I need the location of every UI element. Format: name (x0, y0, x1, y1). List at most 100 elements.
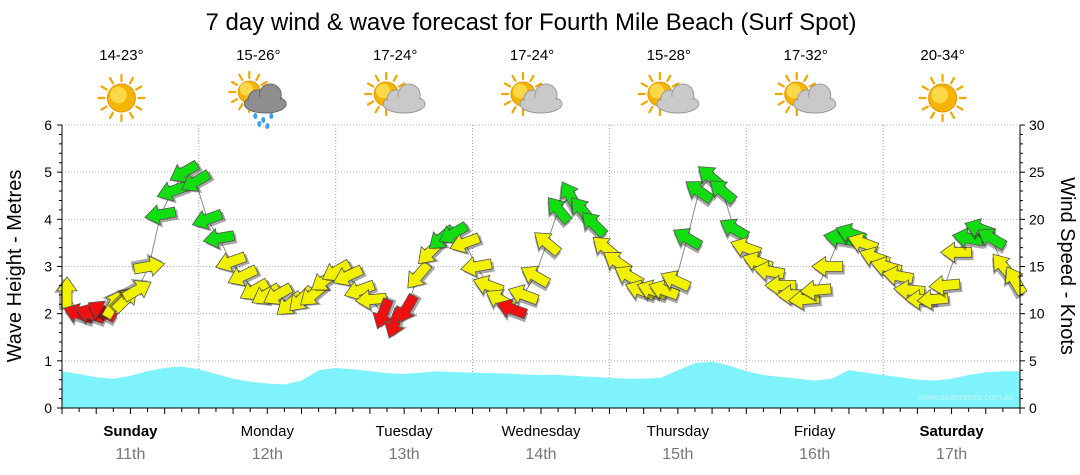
sun-ray (929, 111, 936, 120)
temperature-range: 20-34° (920, 47, 964, 64)
sun-ray (503, 82, 512, 88)
wind-arrow-shape (977, 228, 1008, 251)
sun-ray (921, 105, 929, 111)
wind-arrow (354, 288, 389, 313)
sun-ray (534, 82, 543, 88)
wind-arrow (332, 264, 367, 288)
y-tick-label-right: 20 (1029, 211, 1045, 227)
wind-arrow-shape (916, 288, 949, 311)
y-tick-label-left: 3 (44, 259, 52, 275)
wind-arrow-shape (407, 260, 433, 289)
sun-ray (135, 85, 143, 91)
y-axis-label-left: Wave Height - Metres (4, 170, 26, 363)
sun-ray (529, 74, 535, 83)
sun-ray (398, 82, 406, 88)
sun-ray (230, 80, 239, 87)
y-tick-label-right: 5 (1029, 353, 1037, 369)
wind-arrow-shape (881, 265, 915, 287)
rain-drop (261, 117, 266, 123)
wind-arrow-shape (332, 264, 365, 287)
y-tick-label-right: 0 (1029, 400, 1037, 416)
sun-ray (392, 74, 398, 83)
axes: 0 1 2 3 4 5 6 0 5 10 15 20 25 30 (44, 117, 1045, 416)
weather-row: 14-23° 15-26° 17-24° 17-24° 15-28° 17-32° 20-3… (97, 47, 967, 129)
rain-icon (228, 70, 287, 129)
wind-arrow (977, 228, 1008, 254)
sun-ray (100, 85, 108, 91)
date-label: 17th (936, 446, 967, 463)
sun-ray (366, 82, 375, 88)
wind-arrow (496, 298, 529, 323)
sun-ray (803, 74, 809, 83)
sun-ray (108, 111, 115, 120)
wind-arrow-shape (251, 282, 283, 305)
day-label: Saturday (919, 423, 984, 440)
wind-arrow-shape (730, 236, 763, 258)
wind-arrows (54, 159, 1028, 339)
sun-ray (374, 105, 380, 114)
y-tick-label-right: 10 (1029, 306, 1045, 322)
sun-ray (135, 105, 143, 111)
temperature-range: 17-32° (784, 47, 828, 64)
weather-day: 17-24° (364, 47, 426, 117)
wind-arrow (130, 253, 166, 277)
wind-arrow-shape (928, 274, 961, 297)
date-label: 16th (799, 446, 830, 463)
wind-arrow-shape (520, 265, 552, 289)
partly-cloudy-icon (637, 71, 700, 117)
sun-ray (929, 76, 936, 85)
temperature-range: 14-23° (99, 47, 143, 64)
sun-ray (671, 82, 680, 88)
sun-ray (949, 111, 956, 120)
y-tick-label-right: 15 (1029, 259, 1045, 275)
sun-ray (108, 76, 115, 85)
day-labels: Sunday 11th Monday 12th Tuesday 13th Wednesday… (103, 423, 984, 463)
y-tick-label-left: 4 (44, 211, 52, 227)
sun-ray (648, 74, 654, 83)
y-tick-label-left: 1 (44, 353, 52, 369)
sun-ray (238, 73, 244, 81)
credit-watermark: www.seabreeze.com.au (917, 392, 1014, 402)
sunny-icon (97, 73, 146, 123)
wind-arrow (928, 274, 963, 299)
wind-arrow (74, 303, 108, 328)
wind-arrow-shape (709, 180, 738, 206)
wind-arrow (507, 284, 541, 309)
wind-arrow (191, 208, 227, 232)
sun-ray (785, 105, 791, 114)
wind-arrow-shape (1004, 266, 1028, 297)
sun-highlight (512, 83, 528, 99)
sun-ray (511, 105, 517, 114)
wind-arrow-shape (581, 212, 609, 239)
y-tick-label-right: 30 (1029, 117, 1045, 133)
wind-arrow-shape (547, 197, 573, 226)
day-label: Tuesday (376, 423, 433, 440)
wind-arrow-shape (449, 232, 482, 254)
wind-arrow (396, 292, 422, 324)
temperature-range: 17-24° (510, 47, 554, 64)
y-axis-label-right: Wind Speed - Knots (1056, 177, 1078, 355)
sun-ray (238, 103, 244, 111)
wind-arrow-shape (191, 208, 224, 230)
wind-arrow-shape (660, 270, 692, 293)
sun-highlight (110, 86, 127, 104)
sun-ray (640, 82, 648, 88)
sun-ray (785, 74, 791, 83)
day-label: Friday (794, 423, 836, 440)
wind-arrow-shape (752, 260, 786, 282)
wind-arrow (215, 251, 250, 275)
sun-ray (260, 80, 268, 87)
cloud-fill (385, 97, 424, 111)
wind-arrow (520, 265, 552, 292)
wave-series-area (62, 361, 1020, 408)
wind-arrow-shape (672, 228, 704, 251)
weather-day: 14-23° (97, 47, 146, 123)
rain-drop (265, 123, 270, 129)
sun-ray (777, 82, 785, 88)
cloud-fill (522, 97, 560, 111)
wave-area (62, 361, 1020, 408)
wind-arrow (438, 221, 472, 245)
sun-ray (503, 100, 512, 106)
wind-arrow-shape (719, 218, 751, 242)
